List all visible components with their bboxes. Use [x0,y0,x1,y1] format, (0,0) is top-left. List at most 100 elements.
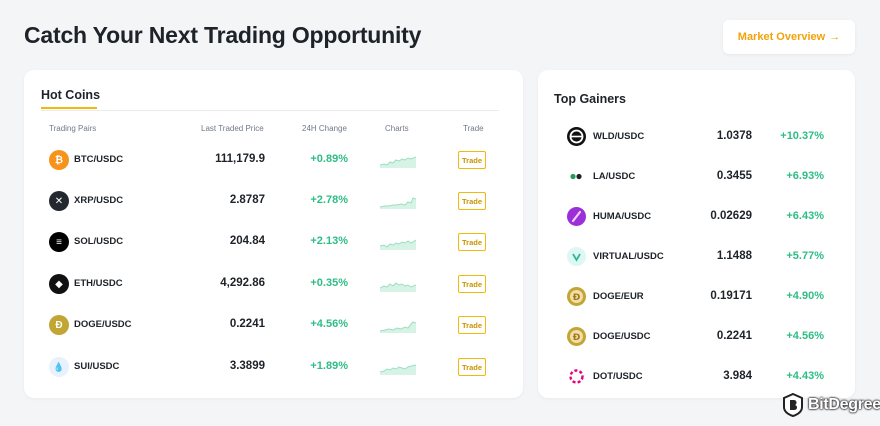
trading-pair[interactable]: DOT/USDC [593,371,643,382]
change-24h: +2.13% [310,235,348,247]
trade-button[interactable]: Trade [458,192,486,210]
top-gainers-card: Top Gainers WLD/USDC 1.0378 +10.37% LA/USDC… [538,70,855,398]
trading-pair[interactable]: BTC/USDC [74,154,124,165]
change-24h: +0.89% [310,153,348,165]
table-row: ◆ ETH/USDC 4,292.86 +0.35% Trade [24,267,523,303]
market-overview-label: Market Overview [737,31,826,43]
trade-button[interactable]: Trade [458,233,486,251]
sui-icon: 💧 [49,357,69,377]
trading-pair[interactable]: VIRTUAL/USDC [593,251,664,262]
trading-pair[interactable]: XRP/USDC [74,195,124,206]
watermark-text: BitDegree [808,396,880,413]
last-price: 0.2241 [716,330,752,342]
trading-pair[interactable]: WLD/USDC [593,131,645,142]
bitdegree-watermark: BitDegree [782,393,880,417]
arrow-right-icon: → [829,31,841,43]
svg-text:Ð: Ð [573,333,581,343]
top-gainers-title: Top Gainers [554,92,627,106]
sparkline-area [380,365,416,375]
trading-pair[interactable]: DOGE/EUR [593,291,644,302]
change-24h: +4.43% [786,370,824,382]
change-24h: +2.78% [310,194,348,206]
trading-pair[interactable]: DOGE/USDC [593,331,651,342]
lagrange-icon [567,167,586,186]
list-item: DOT/USDC 3.984 +4.43% [538,361,855,391]
ethereum-icon: ◆ [49,274,69,294]
hot-coins-card: Hot Coins Trading Pairs Last Traded Pric… [24,70,523,398]
column-header-charts: Charts [385,124,409,133]
last-price: 1.0378 [716,130,752,142]
bitdegree-logo-icon [783,393,803,417]
bitcoin-icon: ₿ [49,150,69,170]
list-item: Ð DOGE/EUR 0.19171 +4.90% [538,281,855,311]
last-price: 204.84 [229,235,265,247]
sparkline-line [380,239,416,248]
last-price: 0.2241 [229,318,265,330]
list-item: HUMA/USDC 0.02629 +6.43% [538,201,855,231]
trading-pair[interactable]: ETH/USDC [74,278,123,289]
table-row: Ð DOGE/USDC 0.2241 +4.56% Trade [24,308,523,344]
sparkline-chart [380,156,416,168]
change-24h: +4.56% [310,318,348,330]
change-24h: +5.77% [786,250,824,262]
sparkline-line [380,282,416,289]
list-item: Ð DOGE/USDC 0.2241 +4.56% [538,321,855,351]
dogecoin-icon: Ð [567,327,586,346]
list-item: LA/USDC 0.3455 +6.93% [538,161,855,191]
column-header-trade: Trade [463,124,484,133]
virtual-icon [567,247,586,266]
last-price: 111,179.9 [215,153,265,165]
sparkline-line [380,321,416,332]
last-price: 0.19171 [710,290,752,302]
column-header-price: Last Traded Price [201,124,264,133]
trading-pair[interactable]: DOGE/USDC [74,319,132,330]
change-24h: +4.90% [786,290,824,302]
sparkline-line [380,156,416,166]
sparkline-chart [380,321,416,333]
table-row: ≡ SOL/USDC 204.84 +2.13% Trade [24,225,523,261]
trading-pair[interactable]: SOL/USDC [74,236,124,247]
trade-button[interactable]: Trade [458,358,486,376]
polkadot-icon [567,367,586,386]
tab-hot-coins[interactable]: Hot Coins [41,88,101,102]
xrp-icon: ✕ [49,191,69,211]
trade-button[interactable]: Trade [458,151,486,169]
list-item: VIRTUAL/USDC 1.1488 +5.77% [538,241,855,271]
sparkline-area [380,157,416,168]
change-24h: +0.35% [310,277,348,289]
table-row: 💧 SUI/USDC 3.3899 +1.89% Trade [24,350,523,386]
change-24h: +6.43% [786,210,824,222]
column-header-pairs: Trading Pairs [49,124,97,133]
sparkline-area [380,198,416,209]
last-price: 2.8787 [229,194,265,206]
trading-pair[interactable]: LA/USDC [593,171,636,182]
sparkline-chart [380,364,416,375]
sparkline-chart [380,282,416,292]
last-price: 3.3899 [229,360,265,372]
market-overview-button[interactable]: Market Overview → [723,20,855,54]
svg-text:Ð: Ð [573,293,581,303]
change-24h: +1.89% [310,360,348,372]
sparkline-chart [380,197,416,209]
sparkline-area [380,322,416,333]
huma-icon [567,207,586,226]
trade-button[interactable]: Trade [458,275,486,293]
trading-pair[interactable]: SUI/USDC [74,361,120,372]
last-price: 0.02629 [710,210,752,222]
column-header-change: 24H Change [302,124,347,133]
active-tab-indicator [41,107,97,109]
dogecoin-icon: Ð [567,287,586,306]
sparkline-area [380,240,416,250]
trading-pair[interactable]: HUMA/USDC [593,211,652,222]
page-title: Catch Your Next Trading Opportunity [24,22,422,48]
change-24h: +4.56% [786,330,824,342]
last-price: 4,292.86 [220,277,265,289]
trade-button[interactable]: Trade [458,316,486,334]
last-price: 3.984 [723,370,752,382]
sparkline-line [380,197,416,208]
change-24h: +6.93% [786,170,824,182]
divider [41,110,499,111]
sparkline-chart [380,239,416,250]
change-24h: +10.37% [780,130,824,142]
table-row: ✕ XRP/USDC 2.8787 +2.78% Trade [24,184,523,220]
